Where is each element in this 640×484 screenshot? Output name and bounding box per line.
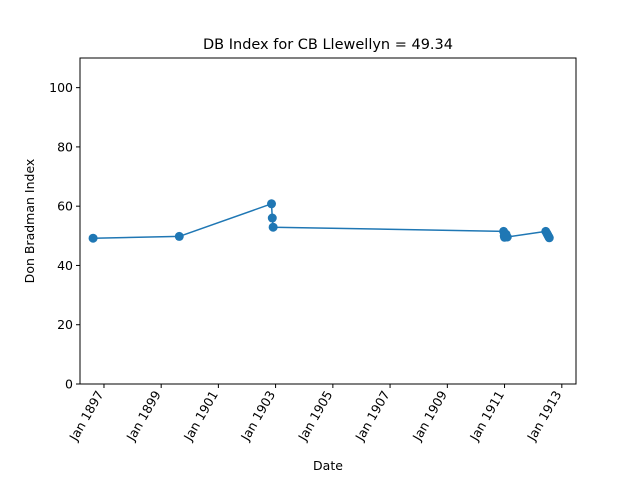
chart-title: DB Index for CB Llewellyn = 49.34 [203, 37, 453, 53]
y-tick-label: 40 [57, 258, 73, 273]
y-tick-label: 0 [65, 377, 73, 392]
y-tick-label: 60 [57, 199, 73, 214]
y-tick-label: 20 [57, 317, 73, 332]
data-point [268, 222, 278, 232]
data-point [88, 233, 98, 243]
y-tick-label: 100 [49, 80, 73, 95]
plot-frame [79, 57, 577, 385]
series-layer [88, 199, 554, 243]
x-axis-label: Date [313, 458, 343, 473]
data-point [544, 233, 554, 243]
data-point [267, 199, 277, 209]
data-point [174, 231, 184, 241]
plot-area [80, 58, 576, 384]
y-tick-label: 80 [57, 139, 73, 154]
data-point [267, 213, 277, 223]
data-point [502, 232, 512, 242]
y-axis-label: Don Bradman Index [22, 159, 37, 284]
